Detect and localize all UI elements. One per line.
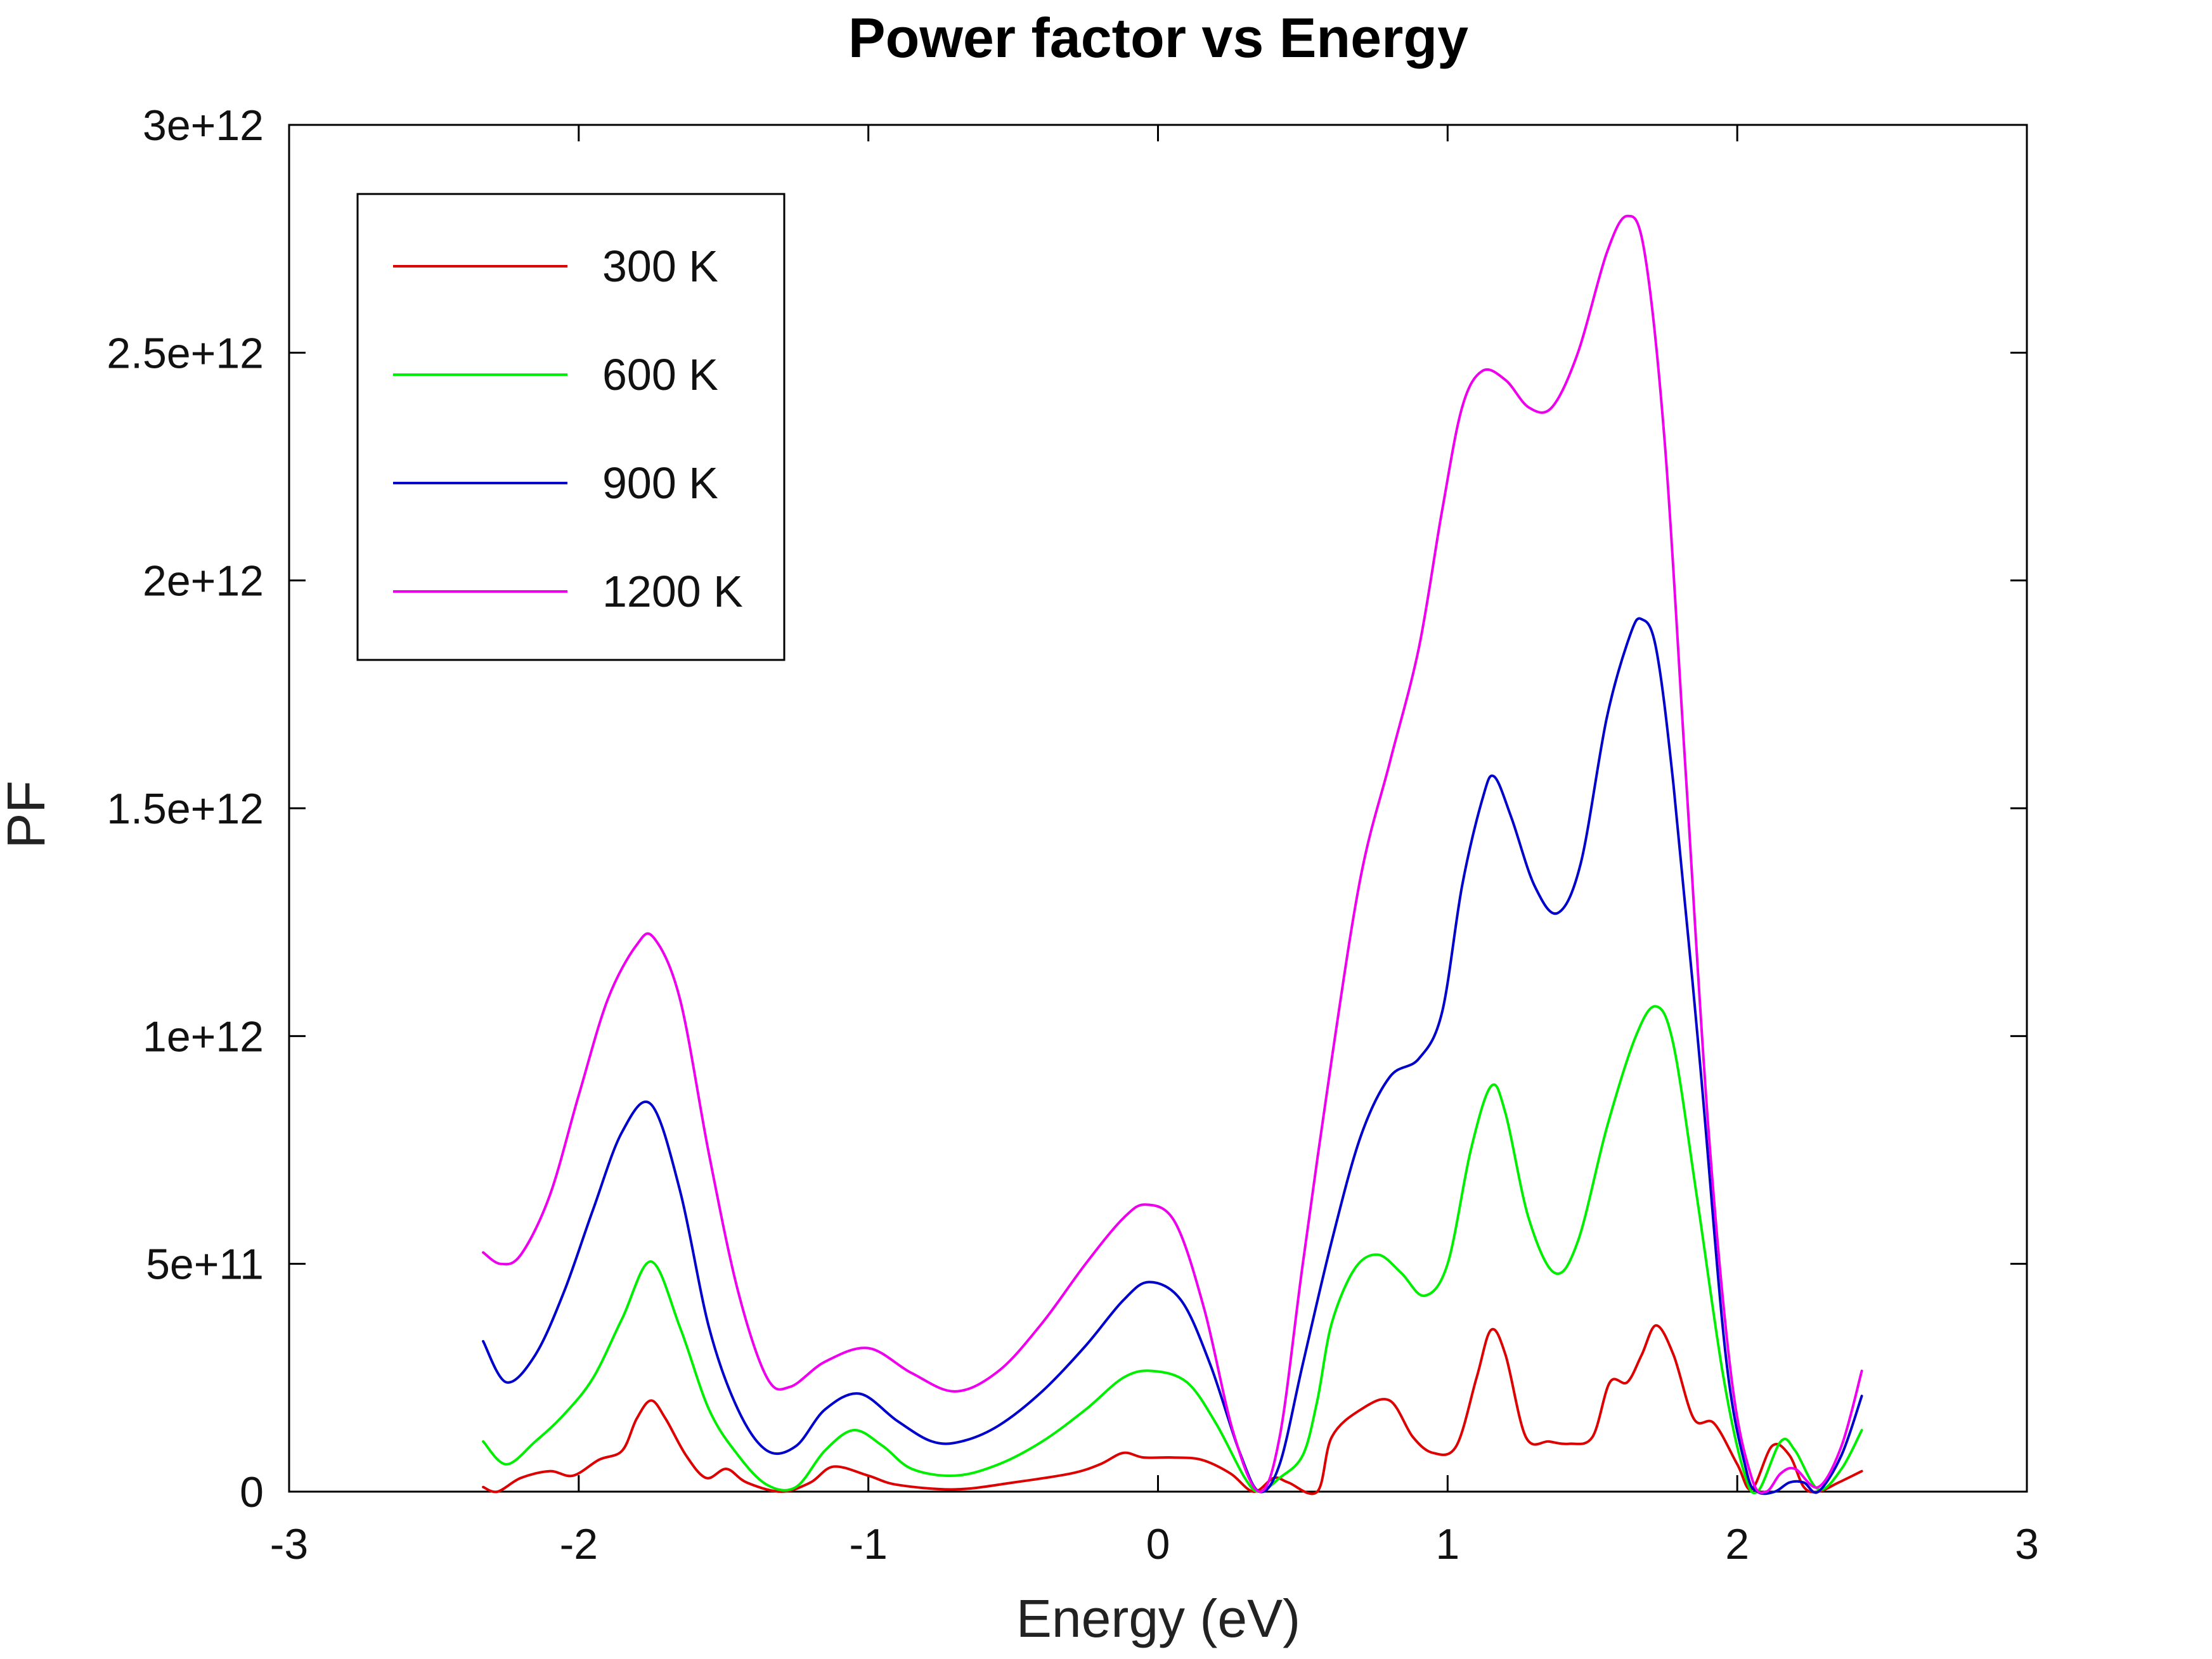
legend-box	[356, 193, 786, 661]
legend-label-600-k: 600 K	[602, 350, 718, 399]
x-tick-label: 0	[1146, 1520, 1170, 1568]
y-tick-label: 1e+12	[143, 1012, 264, 1061]
y-axis-label: PF	[0, 780, 56, 848]
y-tick-label: 3e+12	[143, 101, 264, 150]
series-lines	[482, 214, 1863, 1495]
series-line-300-k	[482, 1324, 1863, 1495]
legend-label-900-k: 900 K	[602, 458, 718, 508]
y-tick-label: 2e+12	[143, 557, 264, 605]
axis-ticks: -3 -2 -1 0 1 2 3 0 5e+11 1e+12 1.5e+12 2e+12 2.5e+12…	[107, 101, 2039, 1568]
chart-title: Power factor vs Energy	[848, 6, 1468, 69]
series-line-900-k	[482, 617, 1863, 1495]
series-line-600-k	[482, 1005, 1863, 1494]
x-axis-label: Energy (eV)	[1016, 1589, 1300, 1648]
legend: 300 K 600 K 900 K 1200 K	[356, 193, 786, 661]
x-tick-label: 2	[1725, 1520, 1749, 1568]
x-tick-label: 1	[1435, 1520, 1459, 1568]
legend-label-300-k: 300 K	[602, 242, 718, 291]
y-tick-label: 2.5e+12	[107, 329, 264, 377]
x-tick-label: -3	[270, 1520, 308, 1568]
series-line-1200-k	[482, 214, 1863, 1494]
x-tick-label: -1	[849, 1520, 887, 1568]
y-tick-label: 0	[240, 1468, 264, 1516]
x-tick-label: -2	[560, 1520, 598, 1568]
y-tick-label: 5e+11	[146, 1241, 264, 1289]
legend-label-1200-k: 1200 K	[602, 567, 743, 616]
y-tick-label: 1.5e+12	[107, 785, 264, 833]
x-tick-label: 3	[2015, 1520, 2039, 1568]
